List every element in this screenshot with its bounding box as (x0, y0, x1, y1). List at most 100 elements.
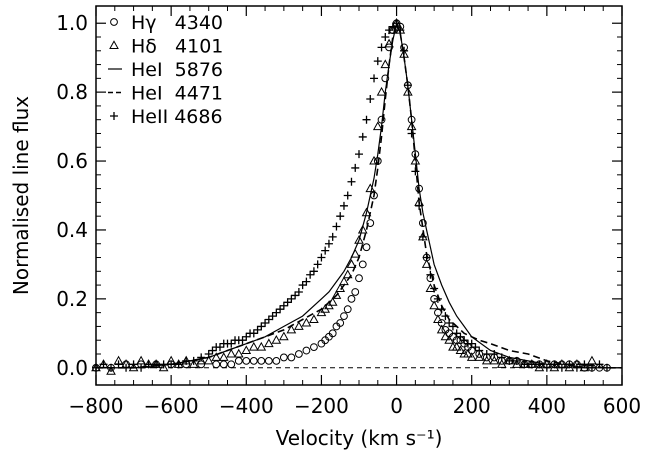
data-point-circle (279, 353, 288, 362)
data-point-triangle (481, 355, 492, 365)
data-point-plus (400, 46, 409, 55)
data-point-circle (212, 360, 221, 369)
data-point-plus (505, 356, 514, 365)
data-point-plus (430, 284, 439, 293)
data-point-triangle (372, 121, 383, 131)
data-point-plus (407, 129, 416, 138)
legend-entry: HeI 5876 (108, 59, 223, 81)
data-point-plus (527, 360, 536, 369)
data-point-plus (358, 132, 367, 141)
data-point-plus (437, 305, 446, 314)
data-point-plus (294, 287, 303, 296)
data-point-plus (535, 360, 544, 369)
data-point-circle (336, 319, 345, 327)
data-point-triangle (587, 355, 597, 365)
data-point-triangle (466, 352, 477, 361)
data-point-plus (309, 267, 318, 276)
data-point-triangle (369, 155, 379, 165)
data-point-plus (385, 26, 394, 35)
data-point-plus (448, 322, 457, 331)
series-line-dashed (96, 20, 622, 369)
data-point-plus (426, 270, 435, 279)
data-point-triangle (354, 235, 364, 244)
data-point-plus (208, 346, 217, 355)
data-point-triangle (188, 359, 199, 368)
data-point-plus (415, 201, 424, 210)
legend-entry: Hδ 4101 (109, 36, 223, 58)
data-point-plus (490, 349, 499, 358)
data-point-plus (339, 201, 348, 210)
data-point-plus (587, 363, 596, 372)
data-point-circle (310, 343, 318, 352)
data-point-plus (433, 294, 442, 303)
data-point-plus (460, 336, 469, 345)
x-axis-title: Velocity (km s⁻¹) (276, 426, 443, 450)
data-point-plus (306, 270, 315, 279)
data-point-plus (242, 332, 251, 341)
data-point-plus (197, 353, 206, 362)
data-point-plus (572, 363, 581, 372)
data-point-plus (373, 57, 382, 66)
data-point-triangle (294, 321, 304, 330)
data-point-circle (343, 305, 352, 314)
data-point-plus (114, 360, 123, 369)
data-point-triangle (279, 331, 289, 341)
data-point-plus (272, 308, 281, 317)
x-tick-label: 600 (603, 394, 641, 418)
data-point-circle (249, 356, 258, 365)
data-point-plus (257, 322, 266, 331)
data-point-triangle (263, 338, 274, 348)
legend-label: Hδ 4101 (131, 36, 223, 58)
data-point-plus (512, 356, 521, 365)
data-point-triangle (248, 341, 259, 351)
data-point-plus (167, 360, 176, 369)
data-point-circle (294, 350, 303, 358)
data-point-triangle (402, 86, 413, 96)
data-point-plus (595, 360, 604, 369)
data-point-triangle (361, 207, 372, 217)
data-point-triangle (286, 324, 297, 334)
data-point-plus (107, 363, 116, 372)
data-point-plus (328, 232, 337, 241)
axis-layer: −800 −600 −400 −200 0 200 400 600 0.0 0.2 0.4 0.6 0.… (56, 6, 641, 418)
data-point-plus (215, 343, 224, 352)
data-point-plus (355, 150, 363, 159)
x-tick-label: 200 (453, 394, 491, 418)
data-point-plus (152, 360, 161, 369)
legend-entry: HeII 4686 (110, 106, 223, 128)
data-point-plus (227, 339, 236, 348)
data-point-plus (343, 191, 352, 200)
data-point-triangle (496, 359, 507, 368)
data-point-circle (272, 356, 281, 365)
data-point-plus (392, 19, 401, 28)
data-point-plus (396, 26, 405, 35)
data-point-circle (234, 356, 243, 365)
data-point-plus (347, 177, 356, 186)
data-point-plus (565, 360, 574, 369)
data-point-plus (268, 312, 277, 321)
legend-entry: HeI 4471 (108, 83, 223, 105)
data-point-plus (467, 339, 476, 348)
data-point-plus (520, 360, 529, 369)
data-point-triangle (511, 359, 522, 368)
data-point-triangle (331, 290, 342, 299)
data-point-plus (441, 312, 450, 321)
data-point-plus (411, 167, 420, 176)
data-point-circle (227, 360, 236, 369)
data-point-plus (422, 253, 431, 262)
data-point-plus (189, 356, 198, 365)
data-point-plus (174, 360, 183, 369)
data-point-plus (580, 360, 589, 369)
y-tick-label: 0.6 (56, 149, 88, 173)
legend-symbol-circle (110, 18, 118, 26)
data-point-plus (321, 246, 330, 255)
x-tick-label: 0 (390, 394, 403, 418)
legend-symbol-plus (110, 112, 118, 120)
data-point-circle (328, 329, 337, 338)
data-layer (91, 17, 622, 375)
data-point-plus (557, 363, 566, 372)
data-point-triangle (196, 355, 207, 365)
data-point-plus (204, 349, 213, 358)
data-point-circle (219, 360, 228, 369)
